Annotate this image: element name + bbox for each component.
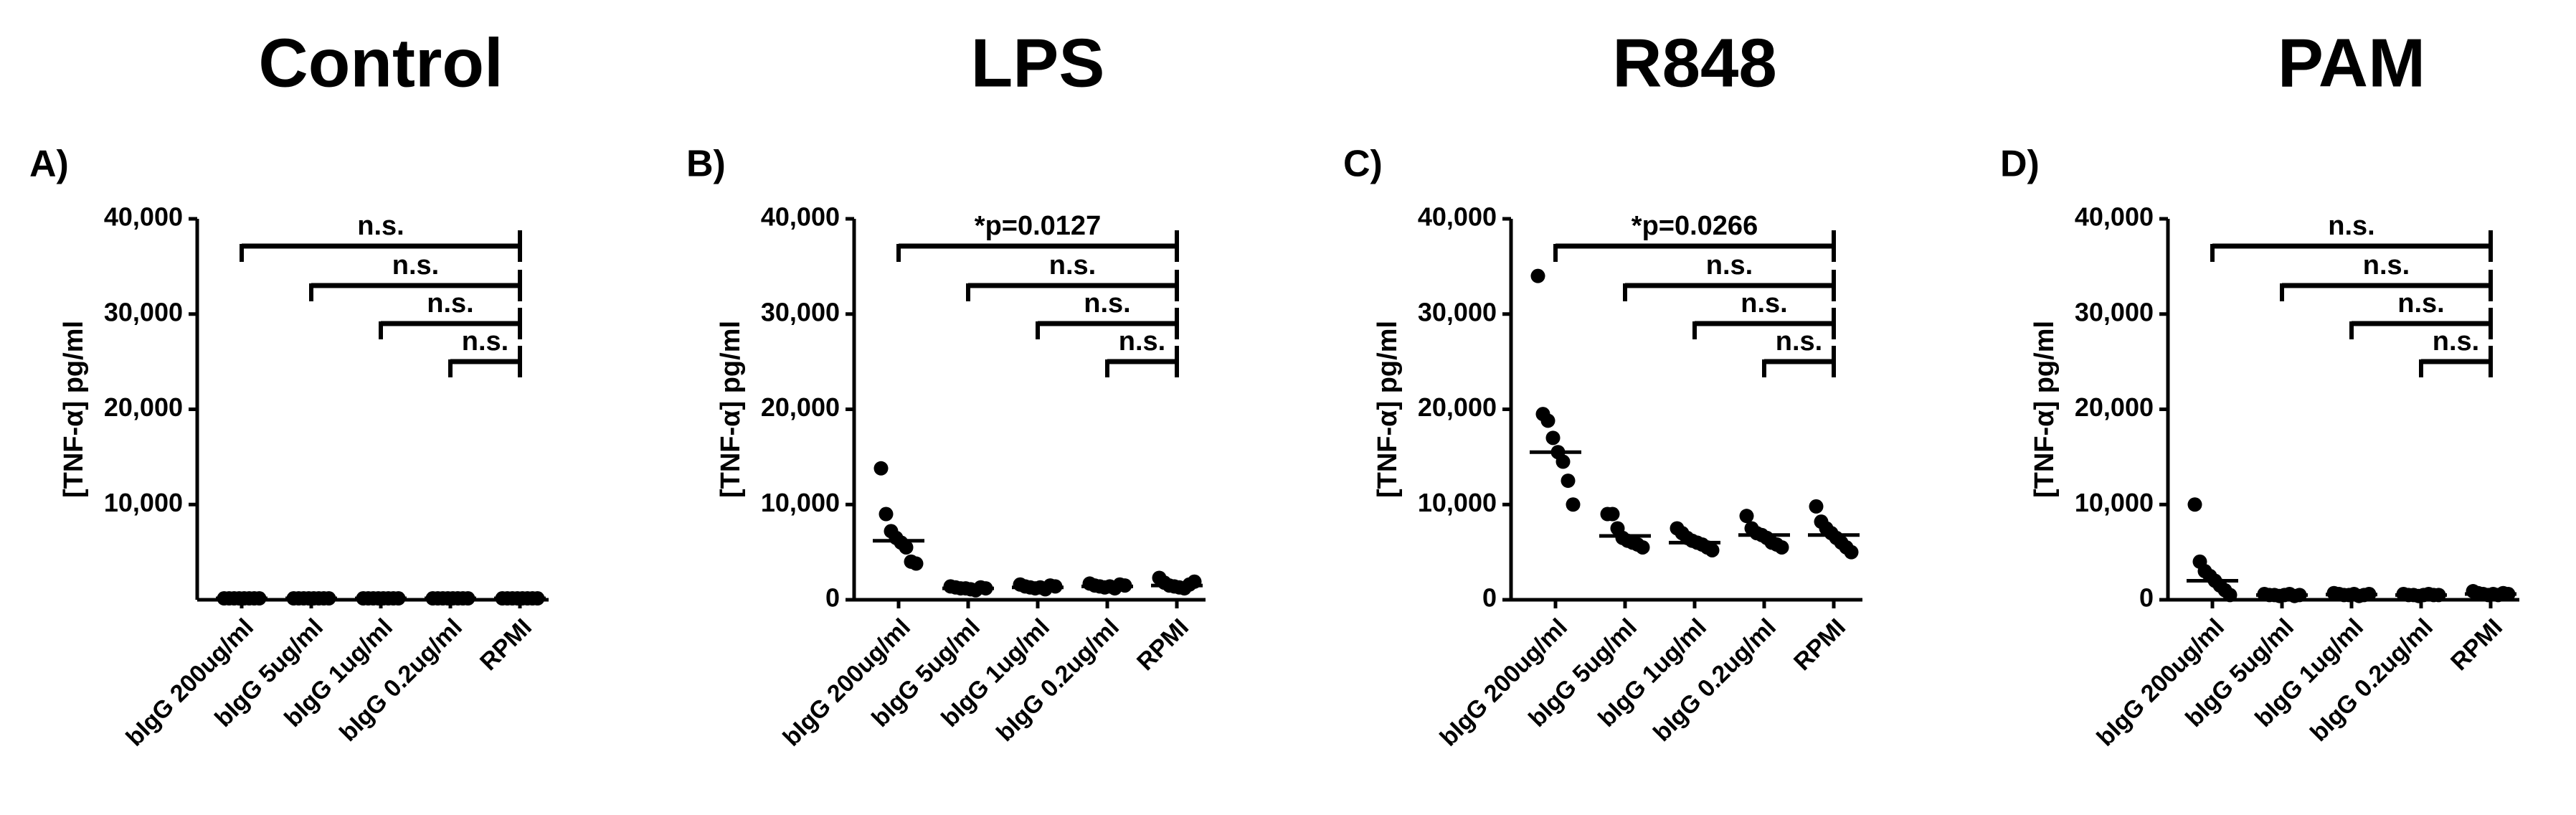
data-point [1705,542,1720,557]
panel-letter: B) [686,143,726,185]
data-point [1530,268,1545,283]
y-tick-label: 0 [2139,583,2154,613]
panel-title: R848 [1612,24,1777,101]
y-tick-label: 10,000 [104,488,183,517]
data-point [2222,588,2238,603]
significance-label: n.s. [1119,326,1165,357]
data-point [1605,507,1620,522]
data-point [1809,499,1824,514]
data-point [1555,454,1571,469]
significance-label: n.s. [392,250,439,281]
data-point [873,461,889,476]
y-tick-label: 0 [1482,583,1497,613]
y-tick-label: 10,000 [761,488,840,517]
y-tick-label: 30,000 [1418,297,1497,326]
x-tick-label: RPMI [475,613,537,676]
y-tick-label: 10,000 [1418,488,1497,517]
data-point [879,507,894,522]
x-tick-label: RPMI [1132,613,1194,676]
data-point [899,540,914,555]
y-tick-label: 20,000 [2075,392,2154,422]
panel-title: PAM [2278,24,2425,101]
significance-label: n.s. [462,326,508,357]
panel-letter: C) [1343,143,1383,185]
x-tick-label: bIgG 200ug/ml [777,613,916,752]
significance-label: n.s. [357,211,404,241]
data-point [1635,540,1650,555]
y-tick-label: 40,000 [761,202,840,232]
x-tick-label: bIgG 0.2ug/ml [2305,613,2438,747]
y-tick-label: 0 [825,583,840,613]
y-tick-label: 40,000 [2075,202,2154,232]
data-point [909,556,924,571]
y-tick-label: 40,000 [1418,202,1497,232]
panel-letter: A) [29,143,69,185]
y-tick-label: 20,000 [761,392,840,422]
y-axis-label: [TNF-α] pg/ml [1373,321,1403,498]
y-tick-label: 30,000 [104,297,183,326]
y-axis-label: [TNF-α] pg/ml [2030,321,2060,498]
significance-label: n.s. [1776,326,1822,357]
x-tick-label: bIgG 200ug/ml [1434,613,1573,752]
data-point [2187,497,2202,512]
y-axis-label: [TNF-α] pg/ml [59,321,89,498]
x-tick-label: bIgG 0.2ug/ml [1648,613,1781,747]
data-point [1545,430,1561,446]
significance-label: n.s. [1706,250,1753,281]
y-tick-label: 20,000 [1418,392,1497,422]
x-tick-label: bIgG 0.2ug/ml [991,613,1124,747]
data-point [1540,413,1555,428]
data-point [1844,545,1859,560]
x-tick-label: bIgG 0.2ug/ml [334,613,468,747]
y-tick-label: 30,000 [761,297,840,326]
significance-label: *p=0.0266 [1632,211,1758,241]
significance-label: n.s. [2328,211,2374,241]
significance-label: n.s. [427,288,473,319]
y-tick-label: 10,000 [2075,488,2154,517]
y-tick-label: 40,000 [104,202,183,232]
data-point [1566,497,1581,512]
significance-label: n.s. [1049,250,1096,281]
x-tick-label: bIgG 200ug/ml [2091,613,2230,752]
data-point [1774,540,1789,555]
significance-label: n.s. [1084,288,1130,319]
significance-label: *p=0.0127 [975,211,1101,241]
x-tick-label: RPMI [1789,613,1851,676]
data-point [1739,509,1754,524]
x-tick-label: RPMI [2445,613,2508,676]
panel-title: Control [258,24,503,101]
data-point [1561,474,1576,489]
significance-label: n.s. [2433,326,2479,357]
x-tick-label: bIgG 200ug/ml [120,613,259,752]
y-tick-label: 30,000 [2075,297,2154,326]
panel-title: LPS [971,24,1105,101]
y-tick-label: 20,000 [104,392,183,422]
y-axis-label: [TNF-α] pg/ml [716,321,746,498]
panel-letter: D) [2000,143,2040,185]
significance-label: n.s. [2397,288,2444,319]
significance-label: n.s. [1741,288,1787,319]
significance-label: n.s. [2363,250,2410,281]
